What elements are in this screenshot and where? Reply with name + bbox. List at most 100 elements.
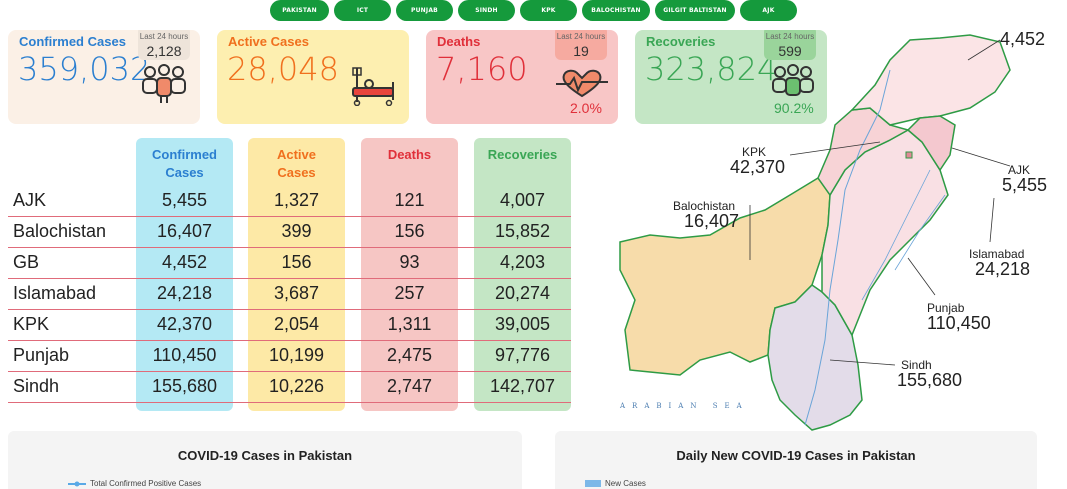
card-title: Active Cases	[228, 34, 309, 49]
card-title: Recoveries	[646, 34, 716, 49]
confirmed-cell: 155,680	[151, 376, 218, 396]
deaths-cell: 2,747	[386, 376, 433, 396]
pakistan-map: ARABIAN SEA 4,452 KPK 42,370 AJK 5,455 B…	[590, 30, 1067, 435]
active-column-header: Active Cases	[248, 146, 345, 182]
gb-label: 4,452	[1000, 30, 1045, 48]
sindh-region[interactable]	[767, 284, 863, 431]
islamabad-name: Islamabad	[969, 247, 1025, 261]
deaths-card: Deaths 7,160 Last 24 hours 19 2.0%	[426, 30, 618, 124]
heartbeat-icon	[556, 69, 608, 98]
recoveries-column-header: Recoveries	[487, 147, 558, 162]
balochistan-value: 16,407	[684, 211, 740, 231]
sindh-value: 155,680	[897, 370, 963, 390]
recoveries-cell: 4,203	[499, 252, 546, 272]
card-title: Confirmed Cases	[19, 34, 126, 49]
deaths-column-bg	[361, 138, 458, 411]
confirmed-cases-card: Confirmed Cases 359,032 Last 24 hours 2,…	[8, 30, 200, 124]
table-row: AJK 5,455 1,327 121 4,007	[8, 186, 571, 217]
table-row: KPK 42,370 2,054 1,311 39,005	[8, 310, 571, 341]
balochistan-label: Balochistan 16,407	[673, 200, 739, 230]
gb-pointer	[967, 39, 1001, 61]
table-row: Punjab 110,450 10,199 2,475 97,776	[8, 341, 571, 372]
nav-balochistan-button[interactable]: BALOCHISTAN	[582, 0, 650, 21]
nav-ict-button[interactable]: ICT	[334, 0, 391, 21]
hospital-bed-icon	[352, 67, 394, 106]
confirmed-cell: 42,370	[156, 314, 213, 334]
punjab-pointer	[907, 257, 936, 296]
recoveries-column-bg	[474, 138, 571, 411]
chart-legend[interactable]: Total Confirmed Positive Cases	[68, 479, 201, 488]
islamabad-region[interactable]	[905, 151, 913, 159]
nav-ajk-button[interactable]: AJK	[740, 0, 797, 21]
province-name: Punjab	[13, 345, 70, 365]
recoveries-cell: 4,007	[499, 190, 546, 210]
balochistan-name: Balochistan	[673, 199, 736, 213]
last-24h-value: 19	[573, 43, 589, 59]
confirmed-cell: 110,450	[152, 345, 217, 365]
recoveries-cell: 97,776	[494, 345, 551, 365]
islamabad-value: 24,218	[975, 259, 1031, 279]
bar-swatch-icon	[585, 480, 601, 487]
recoveries-card: Recoveries 323,824 Last 24 hours 599 90.…	[635, 30, 827, 124]
pakistan-map-svg: ARABIAN SEA	[619, 34, 1011, 431]
punjab-name: Punjab	[927, 301, 965, 315]
last-24h-value: 2,128	[146, 43, 182, 59]
ajk-region[interactable]	[906, 115, 956, 172]
gilgit-baltistan-region[interactable]	[850, 34, 1011, 126]
mortality-rate: 2.0%	[570, 100, 602, 116]
legend-label: New Cases	[605, 479, 646, 488]
table-row: Balochistan 16,407 399 156 15,852	[8, 217, 571, 248]
cumulative-cases-chart-panel: COVID-19 Cases in Pakistan Total Confirm…	[8, 431, 522, 489]
recoveries-cell: 142,707	[489, 376, 556, 396]
ajk-label: AJK 5,455	[1002, 164, 1047, 194]
nav-gilgit-baltistan-button[interactable]: GILGIT BALTISTAN	[655, 0, 735, 21]
active-cell: 3,687	[273, 283, 320, 303]
header-line: Active	[276, 147, 317, 162]
last-24h-caption: Last 24 hours	[139, 32, 189, 41]
header-line: Cases	[165, 165, 204, 180]
nav-kpk-button[interactable]: KPK	[520, 0, 577, 21]
deaths-cell: 2,475	[386, 345, 433, 365]
last-24h-box: Last 24 hours 19	[555, 30, 607, 60]
table-row: Sindh 155,680 10,226 2,747 142,707	[8, 372, 571, 403]
nav-punjab-button[interactable]: PUNJAB	[396, 0, 453, 21]
confirmed-total: 359,032	[18, 50, 151, 88]
kpk-label: KPK 42,370	[730, 146, 785, 176]
people-group-icon	[142, 64, 186, 103]
nav-pakistan-button[interactable]: PAKISTAN	[270, 0, 329, 21]
province-name: Islamabad	[13, 283, 97, 303]
ajk-pointer	[951, 147, 1011, 167]
deaths-cell: 1,311	[387, 314, 432, 334]
active-total: 28,048	[227, 50, 339, 88]
active-cases-card: Active Cases 28,048	[217, 30, 409, 124]
sea-label: ARABIAN SEA	[619, 402, 749, 410]
punjab-label: Punjab 110,450	[927, 302, 991, 332]
confirmed-cell: 5,455	[161, 190, 208, 210]
kpk-pointer	[789, 141, 881, 156]
islamabad-label: Islamabad 24,218	[969, 248, 1030, 278]
gb-value: 4,452	[1000, 29, 1046, 49]
tributary-river	[861, 169, 931, 301]
last-24h-value: 599	[778, 43, 802, 59]
header-line: Cases	[277, 165, 316, 180]
sindh-name: Sindh	[901, 358, 932, 372]
confirmed-column-header: Confirmed Cases	[136, 146, 233, 182]
province-name: KPK	[13, 314, 50, 334]
deaths-column-header: Deaths	[387, 147, 432, 162]
chart-legend[interactable]: New Cases	[585, 479, 646, 488]
daily-cases-chart-panel: Daily New COVID-19 Cases in Pakistan New…	[555, 431, 1037, 489]
recoveries-cell: 39,005	[494, 314, 551, 334]
deaths-total: 7,160	[436, 50, 528, 88]
province-name: Balochistan	[13, 221, 107, 241]
nav-sindh-button[interactable]: SINDH	[458, 0, 515, 21]
confirmed-cell: 16,407	[156, 221, 213, 241]
islamabad-pointer	[989, 197, 995, 243]
indus-river	[804, 69, 891, 426]
confirmed-column-bg	[136, 138, 233, 411]
line-marker-icon	[68, 481, 86, 486]
province-name: GB	[13, 252, 40, 272]
last-24h-caption: Last 24 hours	[765, 32, 815, 41]
deaths-cell: 156	[394, 221, 425, 241]
table-row: GB 4,452 156 93 4,203	[8, 248, 571, 279]
